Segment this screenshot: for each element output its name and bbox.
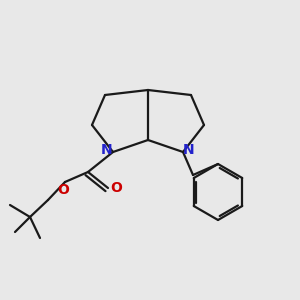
Text: O: O xyxy=(57,183,69,197)
Text: N: N xyxy=(101,143,113,157)
Text: N: N xyxy=(183,143,195,157)
Text: O: O xyxy=(110,181,122,195)
